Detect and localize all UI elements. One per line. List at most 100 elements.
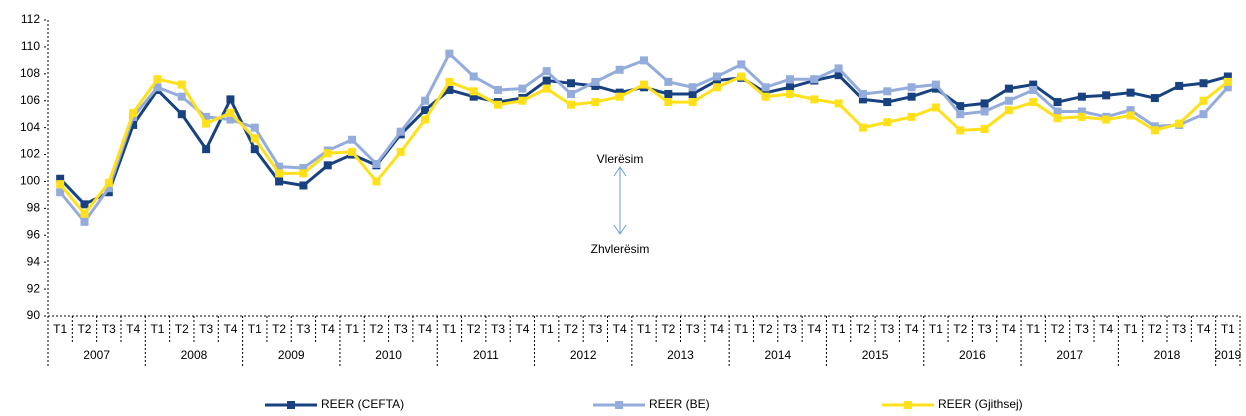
point xyxy=(1150,122,1159,131)
x-tick-label: T3 xyxy=(686,322,700,336)
point xyxy=(250,134,259,143)
point xyxy=(445,85,454,94)
year-label: 2012 xyxy=(570,348,597,362)
point xyxy=(56,180,65,189)
point xyxy=(421,106,430,115)
point xyxy=(275,169,284,178)
point xyxy=(858,95,867,104)
point xyxy=(956,110,965,119)
point xyxy=(737,72,746,81)
legend-label: REER (BE) xyxy=(649,397,710,411)
y-tick-label: 104 xyxy=(20,120,40,134)
point xyxy=(640,80,648,89)
point xyxy=(737,60,746,69)
point xyxy=(688,90,697,98)
y-tick-label: 98 xyxy=(27,201,41,215)
point xyxy=(1150,94,1159,103)
year-label: 2017 xyxy=(1056,348,1083,362)
series-line xyxy=(59,73,1229,207)
point xyxy=(980,99,989,108)
point xyxy=(445,49,454,58)
point xyxy=(80,217,89,226)
point xyxy=(177,92,186,101)
point xyxy=(1199,96,1208,105)
point xyxy=(348,135,357,144)
x-tick-label: T3 xyxy=(588,322,602,336)
legend-label: REER (Gjithsej) xyxy=(938,397,1023,411)
y-tick-label: 102 xyxy=(20,147,40,161)
x-tick-label: T3 xyxy=(296,322,310,336)
point xyxy=(1004,106,1013,115)
x-tick-label: T4 xyxy=(418,322,432,336)
point xyxy=(834,71,843,80)
point xyxy=(761,83,770,92)
point xyxy=(640,56,648,65)
y-tick-label: 90 xyxy=(27,308,41,322)
year-label: 2018 xyxy=(1154,348,1181,362)
point xyxy=(1199,79,1208,88)
x-tick-label: T3 xyxy=(880,322,894,336)
point xyxy=(1102,115,1111,124)
x-tick-label: T1 xyxy=(53,322,67,336)
point xyxy=(591,77,600,86)
y-tick-label: 108 xyxy=(20,66,40,80)
point xyxy=(129,108,138,117)
point xyxy=(1175,81,1184,90)
x-tick-label: T1 xyxy=(1026,322,1040,336)
point xyxy=(931,103,940,112)
x-tick-label: T4 xyxy=(1197,322,1211,336)
point xyxy=(299,169,308,178)
point xyxy=(567,90,576,98)
point xyxy=(56,188,65,197)
x-tick-label: T1 xyxy=(150,322,164,336)
point xyxy=(1053,98,1062,107)
x-tick-label: T2 xyxy=(272,322,286,336)
legend-label: REER (CEFTA) xyxy=(321,397,404,411)
point xyxy=(1077,92,1086,101)
point xyxy=(1004,96,1013,105)
y-tick-label: 96 xyxy=(27,227,41,241)
legend-marker xyxy=(287,401,295,409)
y-tick-label: 100 xyxy=(20,174,40,188)
point xyxy=(542,67,551,76)
point xyxy=(226,108,235,117)
year-label: 2014 xyxy=(764,348,791,362)
point xyxy=(615,65,624,74)
year-label: 2007 xyxy=(83,348,110,362)
point xyxy=(323,149,332,158)
x-tick-label: T3 xyxy=(491,322,505,336)
point xyxy=(177,80,186,89)
point xyxy=(1223,72,1232,81)
x-tick-label: T1 xyxy=(637,322,651,336)
x-tick-label: T3 xyxy=(978,322,992,336)
x-tick-label: T2 xyxy=(759,322,773,336)
x-tick-label: T3 xyxy=(102,322,116,336)
point xyxy=(104,178,113,187)
point xyxy=(396,127,405,136)
point xyxy=(396,147,405,156)
y-tick-label: 112 xyxy=(21,12,40,26)
point xyxy=(858,90,867,98)
x-tick-label: T2 xyxy=(1148,322,1162,336)
x-tick-label: T4 xyxy=(1002,322,1016,336)
point xyxy=(1102,91,1111,100)
point xyxy=(664,77,673,86)
point xyxy=(372,159,381,168)
point xyxy=(1223,83,1232,92)
year-label: 2011 xyxy=(473,348,499,362)
point xyxy=(1077,112,1086,121)
point xyxy=(834,99,843,108)
point xyxy=(688,83,697,92)
point xyxy=(907,83,916,92)
point xyxy=(275,162,284,171)
x-tick-label: T3 xyxy=(199,322,213,336)
point xyxy=(615,88,624,97)
point xyxy=(202,112,211,121)
year-label: 2009 xyxy=(278,348,305,362)
point xyxy=(810,75,819,84)
point xyxy=(1053,107,1062,116)
point xyxy=(202,119,211,128)
point xyxy=(1150,126,1159,135)
x-tick-label: T2 xyxy=(1051,322,1065,336)
